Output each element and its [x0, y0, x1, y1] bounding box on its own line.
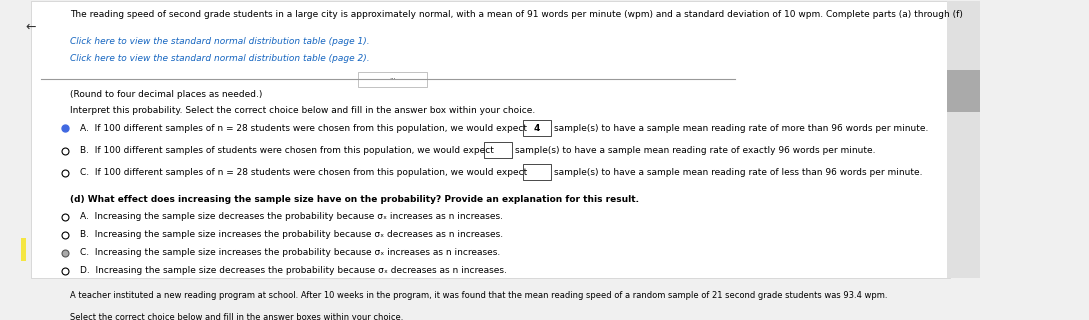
FancyBboxPatch shape [21, 237, 26, 261]
Text: A teacher instituted a new reading program at school. After 10 weeks in the prog: A teacher instituted a new reading progr… [70, 292, 888, 300]
FancyBboxPatch shape [947, 1, 980, 277]
FancyBboxPatch shape [484, 142, 512, 158]
FancyBboxPatch shape [30, 1, 951, 277]
Text: Interpret this probability. Select the correct choice below and fill in the answ: Interpret this probability. Select the c… [70, 106, 535, 115]
Text: 4: 4 [534, 124, 540, 133]
Text: B.  If 100 different samples of students were chosen from this population, we wo: B. If 100 different samples of students … [79, 146, 493, 155]
Text: sample(s) to have a sample mean reading rate of more than 96 words per minute.: sample(s) to have a sample mean reading … [554, 124, 929, 133]
Text: ···: ··· [389, 76, 396, 82]
Text: Select the correct choice below and fill in the answer boxes within your choice.: Select the correct choice below and fill… [70, 314, 403, 320]
FancyBboxPatch shape [947, 70, 980, 112]
FancyBboxPatch shape [523, 120, 551, 136]
Text: (d) What effect does increasing the sample size have on the probability? Provide: (d) What effect does increasing the samp… [70, 195, 639, 204]
Text: ←: ← [26, 21, 36, 34]
Text: Click here to view the standard normal distribution table (page 1).: Click here to view the standard normal d… [70, 37, 369, 46]
Text: D.  Increasing the sample size decreases the probability because σₓ decreases as: D. Increasing the sample size decreases … [79, 266, 506, 275]
Text: sample(s) to have a sample mean reading rate of less than 96 words per minute.: sample(s) to have a sample mean reading … [554, 168, 922, 177]
FancyBboxPatch shape [358, 72, 427, 87]
Text: (Round to four decimal places as needed.): (Round to four decimal places as needed.… [70, 90, 262, 99]
FancyBboxPatch shape [523, 164, 551, 180]
Text: B.  Increasing the sample size increases the probability because σₓ decreases as: B. Increasing the sample size increases … [79, 230, 503, 239]
Text: C.  Increasing the sample size increases the probability because σₓ increases as: C. Increasing the sample size increases … [79, 248, 500, 257]
Text: sample(s) to have a sample mean reading rate of exactly 96 words per minute.: sample(s) to have a sample mean reading … [515, 146, 876, 155]
Text: C.  If 100 different samples of n = 28 students were chosen from this population: C. If 100 different samples of n = 28 st… [79, 168, 527, 177]
Text: The reading speed of second grade students in a large city is approximately norm: The reading speed of second grade studen… [70, 10, 963, 19]
Text: A.  Increasing the sample size decreases the probability because σₓ increases as: A. Increasing the sample size decreases … [79, 212, 503, 221]
Text: A.  If 100 different samples of n = 28 students were chosen from this population: A. If 100 different samples of n = 28 st… [79, 124, 527, 133]
Text: Click here to view the standard normal distribution table (page 2).: Click here to view the standard normal d… [70, 54, 369, 63]
